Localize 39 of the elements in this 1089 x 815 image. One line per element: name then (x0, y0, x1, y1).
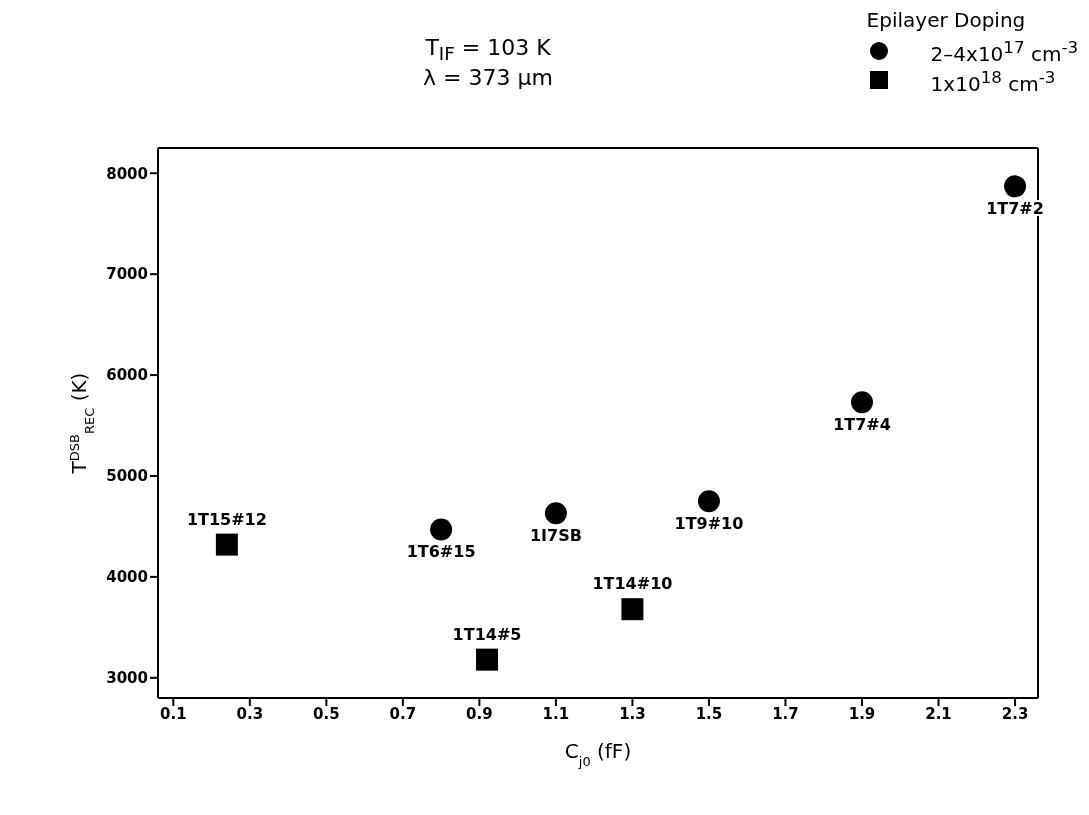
x-axis-title: C$_{j0}$ (fF) (564, 739, 632, 769)
y-tick-label: 7000 (106, 265, 148, 284)
x-tick-label: 1.3 (619, 704, 646, 723)
legend-label: 2–4x10$^{17}$ cm$^{-3}$ (930, 37, 1078, 66)
point (1004, 175, 1027, 198)
y-tick-label: 5000 (106, 467, 148, 486)
point (851, 391, 873, 414)
annotation: 1I7SB (529, 526, 582, 546)
x-tick-label: 0.1 (160, 704, 187, 723)
annotation: 1T6#15 (406, 542, 476, 562)
x-tick-label: 0.3 (236, 704, 264, 723)
y-tick-label: 3000 (106, 669, 148, 688)
point (215, 533, 238, 556)
point (476, 648, 499, 671)
y-tick-label: 6000 (106, 366, 148, 385)
legend-label: 1x10$^{18}$ cm$^{-3}$ (930, 66, 1056, 96)
point (544, 502, 567, 525)
x-tick-label: 1.9 (848, 704, 876, 723)
point (430, 518, 453, 541)
y-tick-label: 8000 (106, 164, 148, 183)
x-tick-label: 1.5 (695, 704, 723, 723)
legend-title: Epilayer Doping (866, 8, 1027, 32)
annotation: 1T14#10 (592, 574, 673, 594)
annotation: 1T9#10 (674, 514, 744, 534)
y-tick-label: 4000 (106, 568, 148, 587)
point (621, 598, 644, 621)
annotation: 1T15#12 (186, 509, 267, 529)
annotation: 1T7#4 (833, 415, 891, 435)
x-tick-label: 2.1 (925, 704, 952, 723)
x-tick-label: 1.7 (772, 704, 799, 723)
chart-title: T$_{IF}$ = 103 K (424, 35, 552, 67)
x-tick-label: 0.9 (466, 704, 493, 723)
x-tick-label: 0.7 (389, 704, 417, 723)
x-tick-label: 1.1 (542, 704, 570, 723)
point (697, 490, 720, 513)
x-tick-label: 0.5 (313, 704, 340, 723)
x-tick-label: 2.3 (1001, 704, 1029, 723)
annotation: 1T14#5 (452, 624, 522, 644)
chart-subtitle: λ = 373 μm (422, 65, 554, 91)
